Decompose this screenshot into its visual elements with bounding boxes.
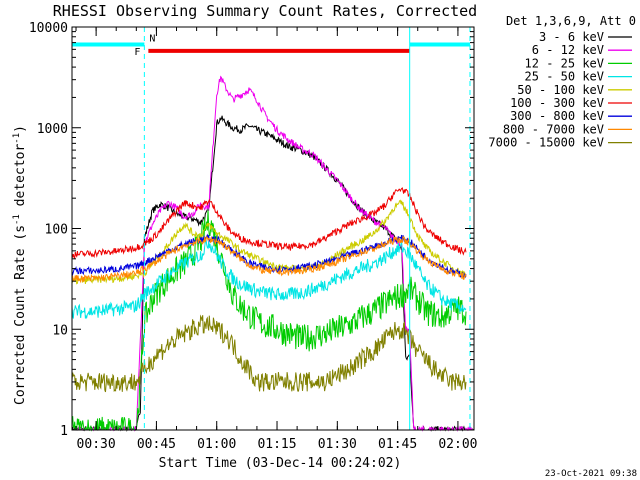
series-line xyxy=(71,115,474,432)
legend-label: 50 - 100 keV xyxy=(517,83,604,97)
axes-group: 1 10 100 1000 10000 00:30 00:45 01:00 01:15 01:30… xyxy=(29,21,478,452)
legend-label: 7000 - 15000 keV xyxy=(488,136,604,150)
series-line xyxy=(72,75,474,432)
series-line xyxy=(71,208,467,432)
series-line xyxy=(71,238,467,320)
series-group xyxy=(71,75,474,432)
legend-label: 25 - 50 keV xyxy=(525,70,604,84)
y-tick-label: 1000 xyxy=(37,122,68,137)
x-tick-label: 01:00 xyxy=(197,437,236,452)
x-tick-label: 01:45 xyxy=(378,437,417,452)
svg-text:Corrected Count Rate (s-1 dete: Corrected Count Rate (s-1 detector-1) xyxy=(12,125,28,405)
ylabel-part: Corrected Count Rate (s xyxy=(13,225,28,405)
footer-date: 23-Oct-2021 09:38 xyxy=(545,469,637,479)
plot-area: NF xyxy=(71,27,474,432)
flare-flag-label: F xyxy=(134,47,140,58)
ylabel-superscript: -1 xyxy=(12,133,22,144)
series-line xyxy=(71,314,467,393)
ylabel-part: detector xyxy=(13,144,28,215)
x-tick-label: 02:00 xyxy=(438,437,477,452)
series-line xyxy=(71,233,467,279)
legend-title: Det 1,3,6,9, Att 0 xyxy=(506,14,636,28)
legend-label: 3 - 6 keV xyxy=(539,30,604,44)
x-tick-label: 00:45 xyxy=(137,437,176,452)
legend-label: 6 - 12 keV xyxy=(532,43,604,57)
legend-label: 12 - 25 keV xyxy=(525,56,604,70)
x-tick-label: 01:30 xyxy=(318,437,357,452)
y-tick-label: 10 xyxy=(52,323,68,338)
x-tick-label: 00:30 xyxy=(77,437,116,452)
chart-title: RHESSI Observing Summary Count Rates, Co… xyxy=(53,2,477,20)
legend-label: 300 - 800 keV xyxy=(510,109,604,123)
series-line xyxy=(71,235,467,284)
y-tick-label: 1 xyxy=(60,424,68,439)
night-flag-label: N xyxy=(149,34,155,45)
x-tick-label: 01:15 xyxy=(257,437,296,452)
ylabel-superscript: -1 xyxy=(12,214,22,225)
y-axis-label: Corrected Count Rate (s-1 detector-1) xyxy=(12,125,28,405)
y-tick-label: 100 xyxy=(45,223,68,238)
x-axis-label: Start Time (03-Dec-14 00:24:02) xyxy=(159,456,402,471)
series-line xyxy=(71,187,467,260)
ylabel-part: ) xyxy=(13,125,28,133)
y-tick-label: 10000 xyxy=(29,21,68,36)
legend-label: 800 - 7000 keV xyxy=(503,122,604,136)
legend-label: 100 - 300 keV xyxy=(510,96,604,110)
